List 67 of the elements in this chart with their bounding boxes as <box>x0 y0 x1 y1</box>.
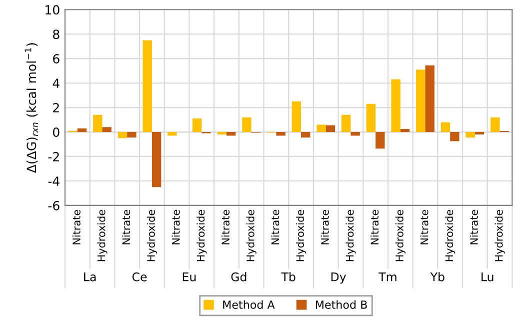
bar <box>342 114 351 132</box>
x-tick-label: Nitrate <box>221 210 230 244</box>
y-tick-label: 6 <box>53 54 60 64</box>
bar <box>93 114 102 132</box>
bar <box>326 125 336 132</box>
y-tick-label: -6 <box>48 200 60 210</box>
bar <box>316 124 326 132</box>
bar <box>350 132 360 136</box>
y-tick-label: 10 <box>46 5 60 15</box>
bar <box>425 65 434 132</box>
bar <box>168 132 177 136</box>
bar <box>416 70 426 132</box>
bar <box>301 132 310 138</box>
bar <box>152 132 162 188</box>
text: Eu <box>182 272 196 282</box>
x-tick-label: Hydroxide <box>395 210 406 262</box>
x-tick-label: Hydroxide <box>196 210 207 262</box>
x-tick-label: Nitrate <box>470 210 478 244</box>
bar <box>400 128 410 132</box>
x-tick-label: Nitrate <box>271 210 280 244</box>
bar <box>440 122 450 132</box>
bar <box>276 132 286 136</box>
bar <box>142 40 152 132</box>
text: Ce <box>132 272 147 282</box>
bar <box>118 132 128 138</box>
legend-label: Method A <box>223 300 275 309</box>
x-tick-label: Nitrate <box>420 210 428 244</box>
y-tick-label: -2 <box>48 152 59 162</box>
bar <box>242 117 252 132</box>
x-tick-label: Nitrate <box>172 210 180 244</box>
x-tick-label: Nitrate <box>370 210 379 244</box>
bar <box>450 132 460 142</box>
text: Tb <box>281 272 296 282</box>
text: La <box>84 272 96 282</box>
text: Dy <box>331 272 346 284</box>
text: Tm <box>378 272 396 282</box>
bar <box>366 104 376 132</box>
x-tick-label: Nitrate <box>72 210 80 244</box>
bar <box>226 132 236 136</box>
x-tick-label: Hydroxide <box>146 210 157 262</box>
x-tick-label: Hydroxide <box>494 210 505 262</box>
bar <box>192 118 202 132</box>
bar <box>127 132 136 138</box>
y-tick-label: 4 <box>52 78 60 88</box>
y-axis-title: Δ(ΔG)$_{rxn}$ (kcal mol$^{−1}$) <box>24 43 38 173</box>
bar <box>102 127 112 132</box>
text: Yb <box>430 272 444 282</box>
y-tick-label: 0 <box>53 127 60 137</box>
legend-label: Method B <box>316 300 367 309</box>
bar <box>490 117 500 132</box>
x-tick-label: Hydroxide <box>445 210 456 262</box>
bar <box>292 101 302 132</box>
y-tick-label: 8 <box>53 30 60 40</box>
x-tick-label: Hydroxide <box>97 210 108 262</box>
text: Gd <box>231 272 246 282</box>
y-tick-label: -4 <box>48 176 60 186</box>
x-tick-label: Nitrate <box>122 210 130 244</box>
x-tick-label: Hydroxide <box>246 210 256 262</box>
x-tick-label: Nitrate <box>320 210 329 244</box>
x-tick-label: Hydroxide <box>296 210 306 262</box>
x-tick-label: Hydroxide <box>346 210 356 262</box>
bar <box>391 79 400 132</box>
bar <box>466 132 475 138</box>
y-tick-label: 2 <box>53 103 59 112</box>
bar <box>376 132 385 149</box>
bar <box>77 128 87 132</box>
text: Lu <box>482 272 494 282</box>
